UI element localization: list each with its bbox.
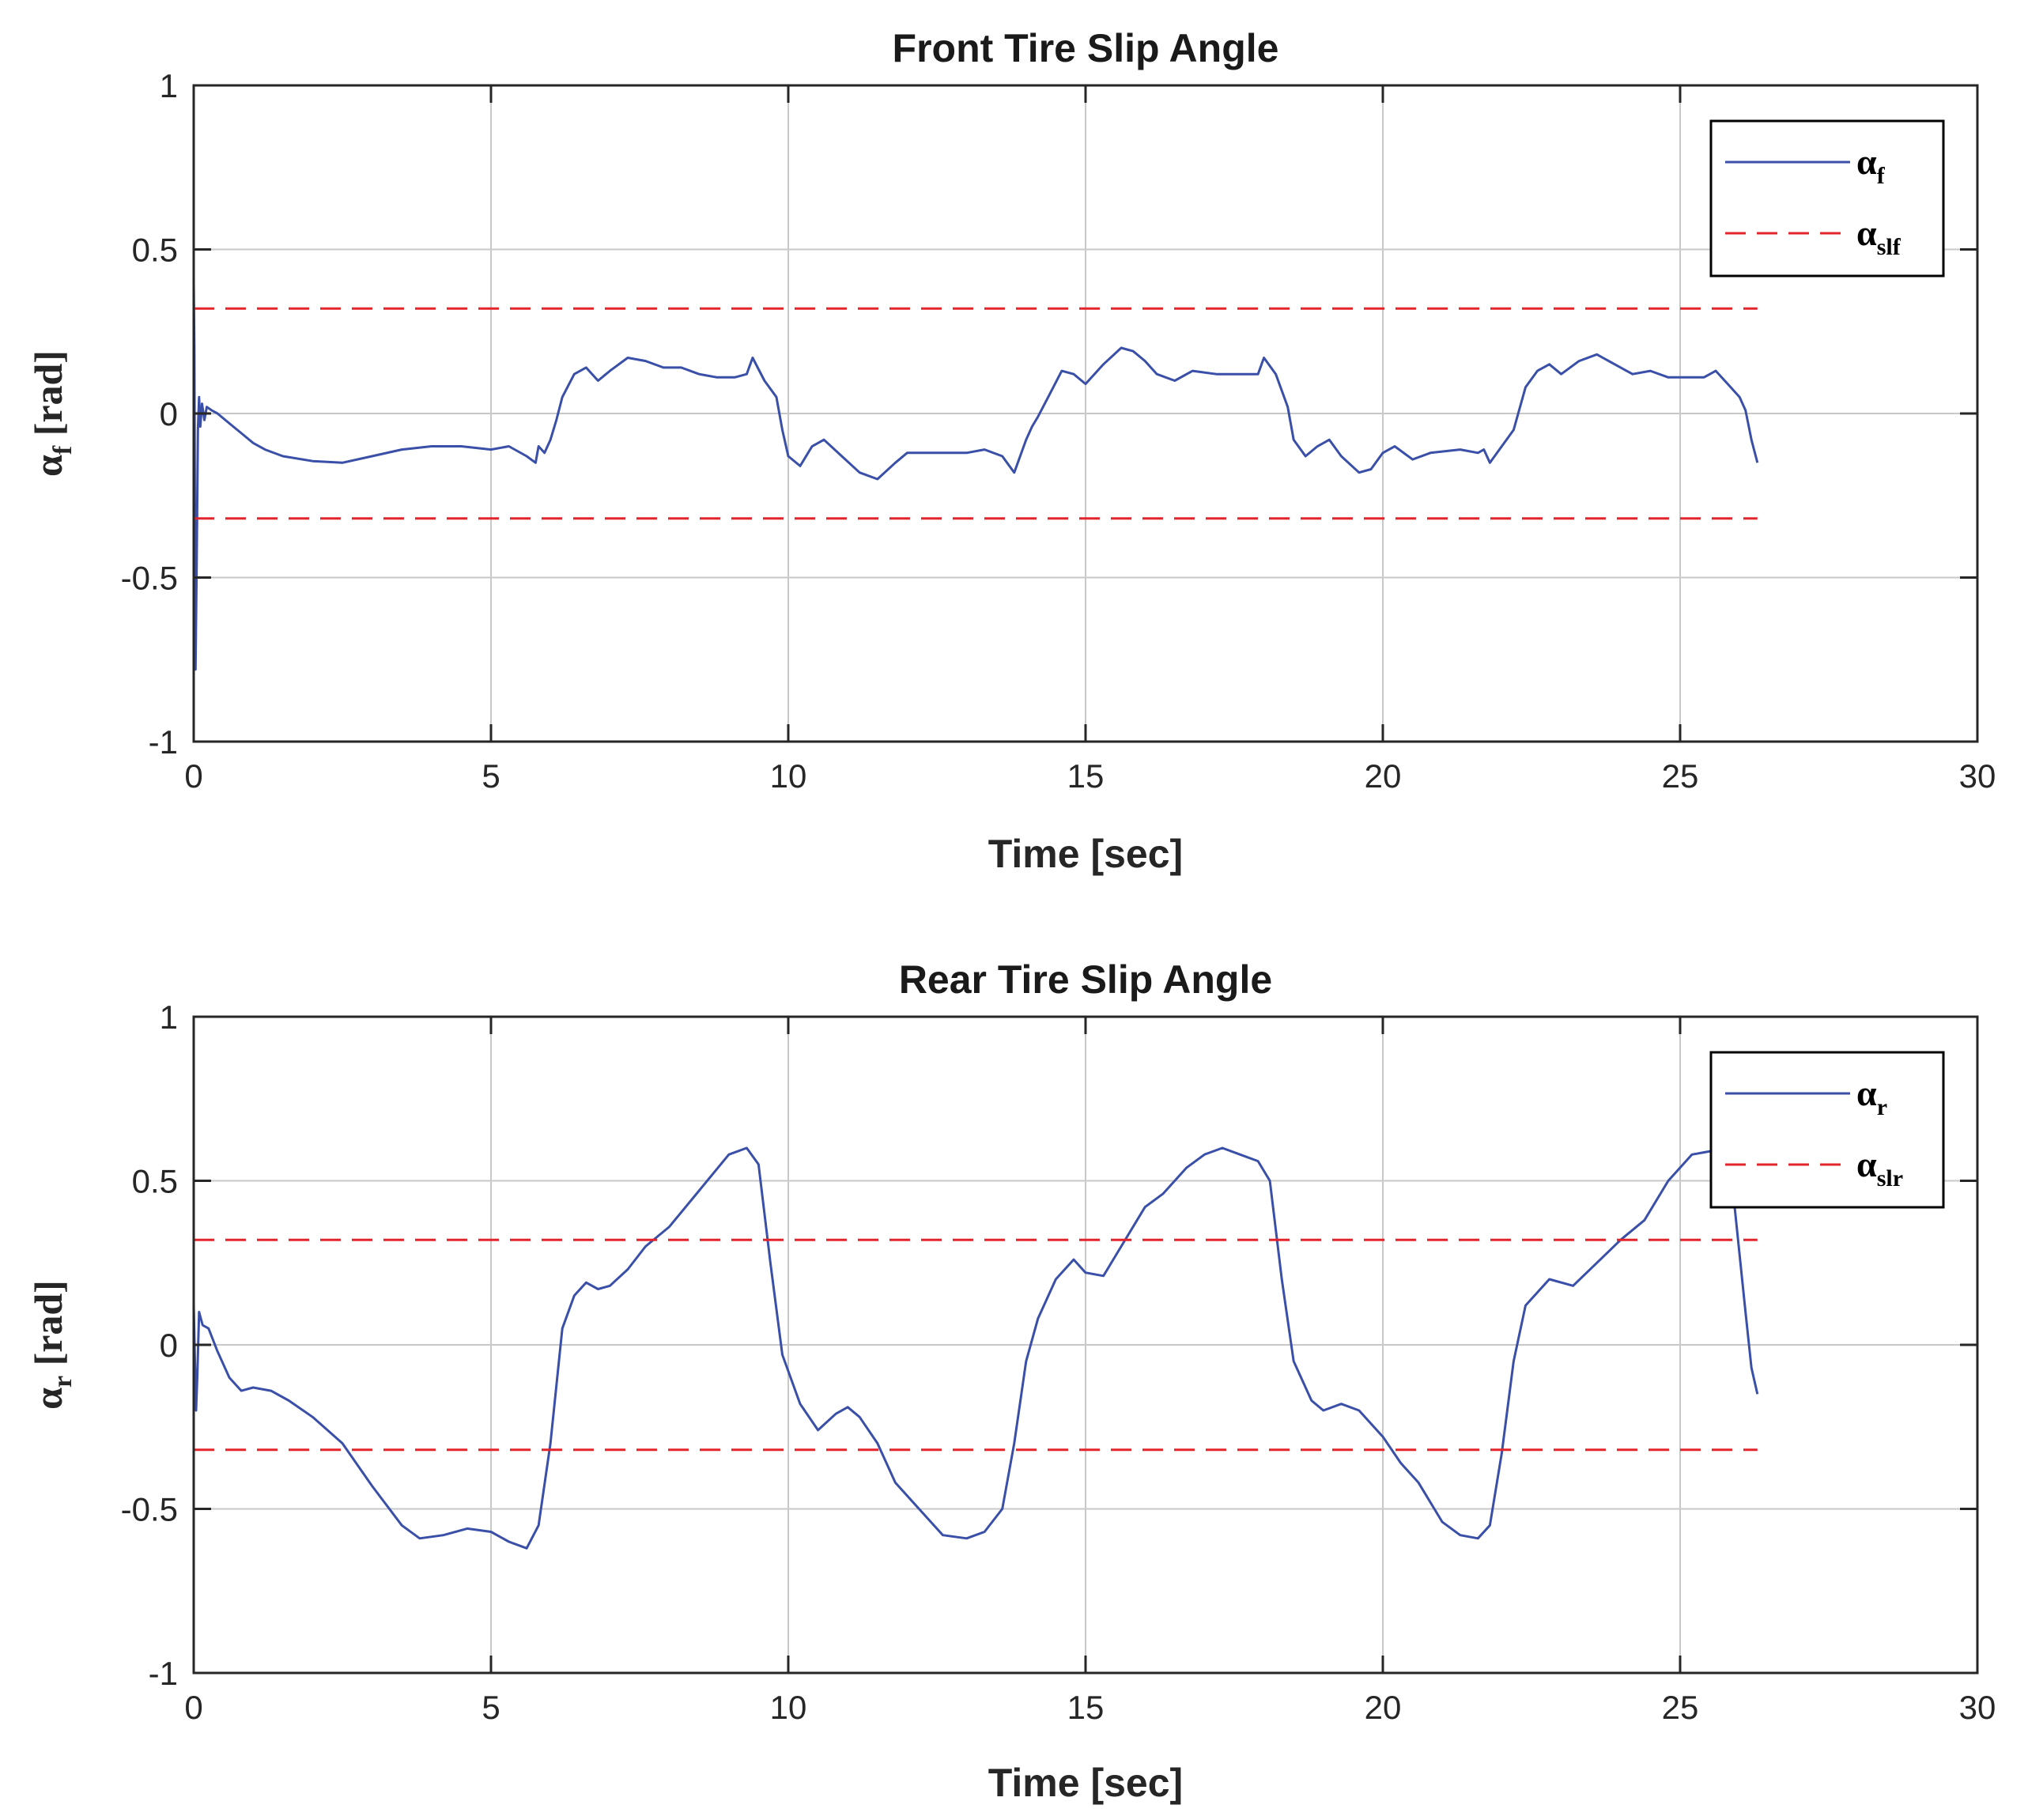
- legend-label-limit: αslr: [1856, 1144, 1903, 1191]
- front-tire-subplot: Front Tire Slip Angle 0 5 10 15 20 25 30-1-0.5…: [26, 26, 1996, 876]
- y-tick-label: -1: [149, 1655, 178, 1692]
- x-tick-label: 10: [770, 1689, 807, 1726]
- y-tick-label: -1: [149, 723, 178, 761]
- legend-subscript: slr: [1877, 1165, 1903, 1191]
- series-layer: [192, 281, 1759, 671]
- x-tick-label: 30: [1959, 757, 1996, 795]
- chart-title: Front Tire Slip Angle: [893, 26, 1279, 70]
- y-tick-label: 0: [160, 1327, 178, 1364]
- x-tick-label: 20: [1365, 1689, 1402, 1726]
- x-tick-label: 25: [1662, 757, 1699, 795]
- tick-layer: 0 5 10 15 20 25 30 -1 -0.5 0 0.5 1: [121, 67, 1996, 795]
- x-tick-label: 30: [1959, 1689, 1996, 1726]
- legend-box: [1709, 1051, 1945, 1209]
- y-tick-label: -0.5: [121, 1491, 178, 1528]
- y-tick-label: 0.5: [132, 232, 178, 269]
- legend-box: [1709, 119, 1945, 278]
- legend-symbol: α: [1856, 142, 1877, 182]
- legend-label-limit: αslf: [1856, 213, 1901, 260]
- y-axis-unit: [rad]: [26, 1280, 70, 1365]
- x-axis-label: Time [sec]: [988, 1761, 1183, 1805]
- x-axis-label: Time [sec]: [988, 832, 1183, 876]
- y-axis-symbol: α: [26, 1388, 70, 1410]
- legend-label-signal: αf: [1856, 142, 1886, 189]
- legend: αr αslr: [1709, 1051, 1945, 1209]
- x-tick-label: 10: [770, 757, 807, 795]
- y-tick-label: 0.5: [132, 1163, 178, 1200]
- signal-line: [192, 1146, 1759, 1550]
- y-axis-symbol: α: [26, 455, 70, 477]
- y-tick-label: 1: [160, 999, 178, 1036]
- tick-layer: 0 5 10 15 20 25 30 -1 -0.5 0 0.5 1: [121, 999, 1996, 1726]
- rear-tire-subplot: Rear Tire Slip Angle 0 5 10 15 20 25 30-1-0.50…: [26, 957, 1996, 1805]
- y-axis-label: αr [rad]: [26, 1280, 77, 1410]
- x-tick-label: 15: [1067, 1689, 1105, 1726]
- y-tick-label: 0: [160, 395, 178, 432]
- y-axis-unit: [rad]: [26, 350, 70, 436]
- signal-line: [192, 281, 1759, 671]
- y-axis-subscript: f: [48, 445, 77, 455]
- y-axis-space: [26, 436, 70, 446]
- legend-label-signal: αr: [1856, 1073, 1887, 1120]
- legend-symbol: α: [1856, 1073, 1877, 1113]
- legend-subscript: f: [1877, 163, 1886, 189]
- series-layer: [192, 1146, 1759, 1550]
- chart-title: Rear Tire Slip Angle: [899, 957, 1272, 1002]
- y-tick-label: 1: [160, 67, 178, 104]
- y-axis-space: [26, 1365, 70, 1376]
- y-tick-label: -0.5: [121, 560, 178, 597]
- x-tick-label: 0: [184, 757, 202, 795]
- x-tick-label: 0: [184, 1689, 202, 1726]
- x-tick-label: 20: [1365, 757, 1402, 795]
- legend: αf αslf: [1709, 119, 1945, 278]
- x-tick-label: 5: [482, 757, 500, 795]
- y-axis-label: αf [rad]: [26, 350, 77, 477]
- legend-subscript: r: [1877, 1094, 1887, 1120]
- legend-subscript: slf: [1877, 234, 1901, 260]
- x-tick-label: 15: [1067, 757, 1105, 795]
- x-tick-label: 25: [1662, 1689, 1699, 1726]
- x-tick-label: 5: [482, 1689, 500, 1726]
- legend-symbol: α: [1856, 213, 1877, 253]
- y-axis-subscript: r: [48, 1376, 77, 1388]
- legend-symbol: α: [1856, 1144, 1877, 1184]
